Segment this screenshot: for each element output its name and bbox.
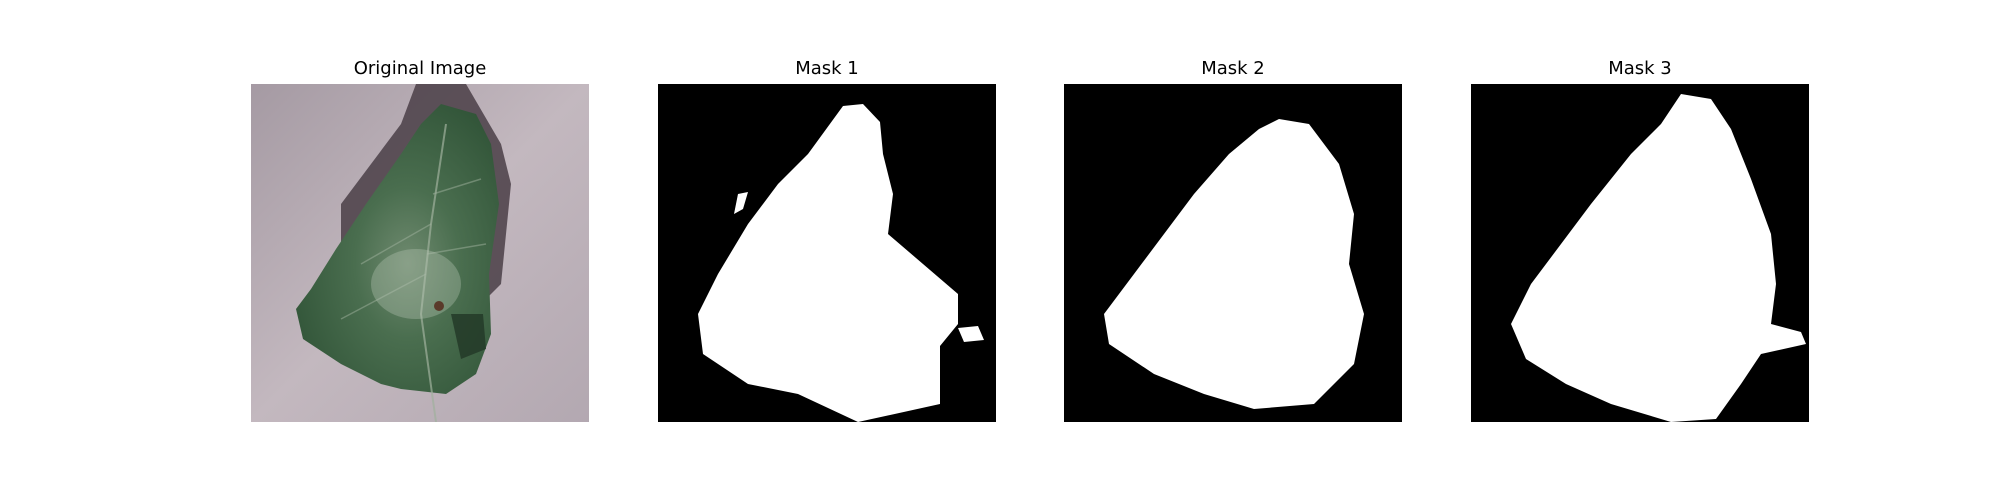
panel-title-original-image: Original Image — [353, 58, 487, 79]
mask-2-image — [1064, 84, 1402, 422]
mask-1 — [658, 84, 996, 422]
panel-title-mask-3: Mask 3 — [1608, 58, 1672, 79]
mask-3-image — [1471, 84, 1809, 422]
panel-title-mask-1: Mask 1 — [795, 58, 859, 79]
mask-2 — [1064, 84, 1402, 422]
panel-title-mask-2: Mask 2 — [1201, 58, 1265, 79]
mask-1-image — [658, 84, 996, 422]
leaf-photo — [251, 84, 589, 422]
original-image — [251, 84, 589, 422]
mask-3 — [1471, 84, 1809, 422]
